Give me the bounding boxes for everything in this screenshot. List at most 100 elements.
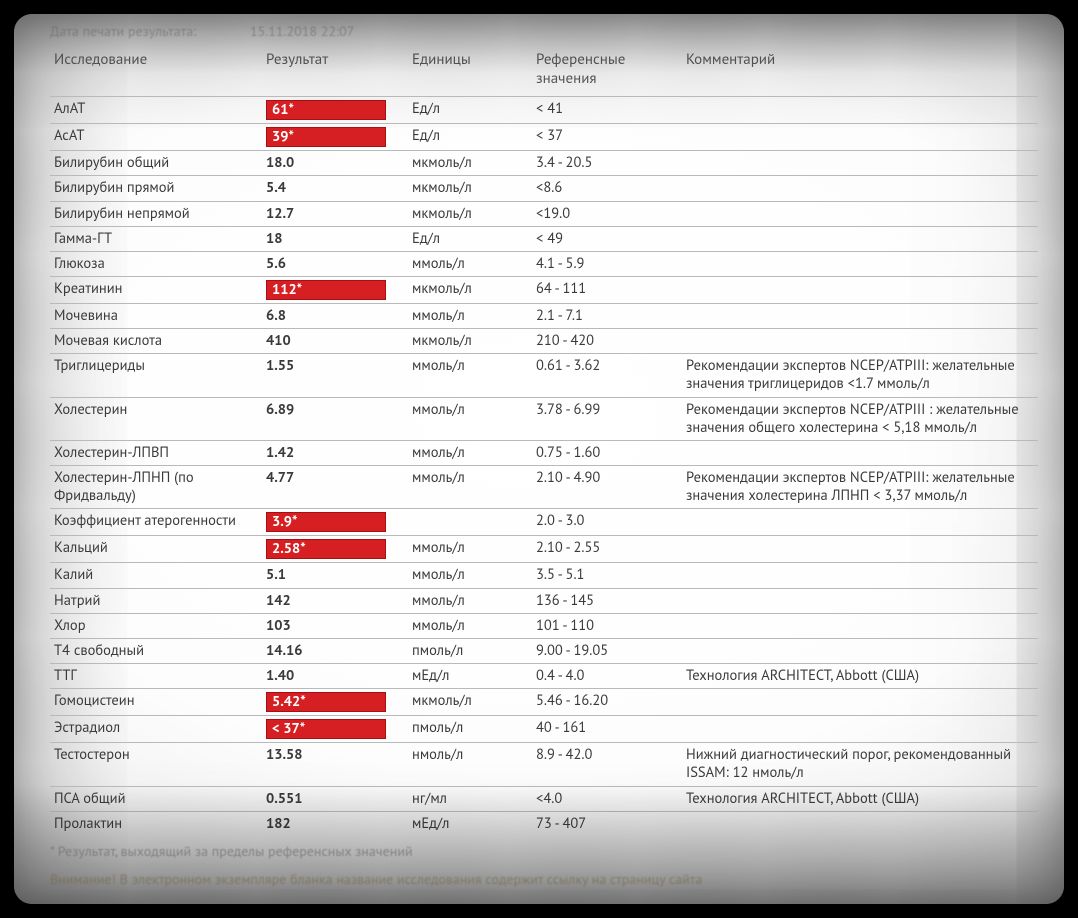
test-name: Натрий [50, 588, 262, 613]
test-comment [682, 588, 1038, 613]
footnote-warning: Внимание! В электронном экземпляре бланк… [50, 870, 1038, 888]
table-row: Гомоцистеин5.42* мкмоль/л5.46 - 16.20 [50, 689, 1038, 716]
test-reference: 3.5 - 5.1 [532, 563, 682, 588]
test-comment [682, 440, 1038, 465]
test-units: мкмоль/л [408, 201, 532, 226]
table-row: Мочевая кислота410мкмоль/л210 - 420 [50, 329, 1038, 354]
test-units: мкмоль/л [408, 276, 532, 303]
test-name: Холестерин [50, 397, 262, 440]
test-units: ммоль/л [408, 588, 532, 613]
test-units: ммоль/л [408, 251, 532, 276]
test-units: мкмоль/л [408, 689, 532, 716]
test-comment [682, 304, 1038, 329]
test-result: 5.6 [262, 251, 408, 276]
table-row: Глюкоза5.6ммоль/л4.1 - 5.9 [50, 251, 1038, 276]
test-comment [682, 563, 1038, 588]
test-result: 61* [262, 97, 408, 124]
test-result: 39* [262, 124, 408, 151]
test-name: Калий [50, 563, 262, 588]
out-of-range-badge: 61* [266, 100, 386, 120]
test-result: 4.77 [262, 465, 408, 508]
test-name: Билирубин непрямой [50, 201, 262, 226]
test-reference: 2.10 - 2.55 [532, 536, 682, 563]
table-row: Коэффициент атерогенности3.9*2.0 - 3.0 [50, 509, 1038, 536]
test-reference: < 41 [532, 97, 682, 124]
table-row: Гамма-ГТ18Ед/л< 49 [50, 226, 1038, 251]
test-reference: 136 - 145 [532, 588, 682, 613]
table-row: Эстрадиол< 37*пмоль/л40 - 161 [50, 716, 1038, 743]
test-reference: 73 - 407 [532, 811, 682, 836]
test-comment [682, 201, 1038, 226]
out-of-range-badge: 112* [266, 280, 386, 300]
test-comment [682, 151, 1038, 176]
test-reference: 2.1 - 7.1 [532, 304, 682, 329]
test-name: Гомоцистеин [50, 689, 262, 716]
test-comment [682, 689, 1038, 716]
test-result: < 37* [262, 716, 408, 743]
test-units [408, 509, 532, 536]
test-reference: <19.0 [532, 201, 682, 226]
test-comment [682, 613, 1038, 638]
test-units: нмоль/л [408, 743, 532, 786]
table-row: Мочевина6.8ммоль/л2.1 - 7.1 [50, 304, 1038, 329]
table-row: Калий5.1ммоль/л3.5 - 5.1 [50, 563, 1038, 588]
test-units: Ед/л [408, 226, 532, 251]
test-reference: 0.75 - 1.60 [532, 440, 682, 465]
test-comment: Рекомендации экспертов NCEP/ATPIII: жела… [682, 465, 1038, 508]
test-name: Т4 свободный [50, 638, 262, 663]
table-row: Т4 свободный14.16пмоль/л9.00 - 19.05 [50, 638, 1038, 663]
table-row: Натрий142ммоль/л136 - 145 [50, 588, 1038, 613]
test-name: Тестостерон [50, 743, 262, 786]
test-result: 0.551 [262, 786, 408, 811]
test-units: ммоль/л [408, 354, 532, 397]
table-row: ПСА общий0.551нг/мл<4.0Технология ARCHIT… [50, 786, 1038, 811]
test-units: мЕд/л [408, 811, 532, 836]
test-units: Ед/л [408, 97, 532, 124]
table-row: Хлор103ммоль/л101 - 110 [50, 613, 1038, 638]
table-row: Тестостерон13.58нмоль/л8.9 - 42.0Нижний … [50, 743, 1038, 786]
test-reference: 5.46 - 16.20 [532, 689, 682, 716]
test-comment: Нижний диагностический порог, рекомендов… [682, 743, 1038, 786]
table-row: Триглицериды1.55ммоль/л0.61 - 3.62Рекоме… [50, 354, 1038, 397]
test-reference: < 49 [532, 226, 682, 251]
test-reference: < 37 [532, 124, 682, 151]
test-name: Кальций [50, 536, 262, 563]
test-name: Триглицериды [50, 354, 262, 397]
test-result: 2.58* [262, 536, 408, 563]
test-comment [682, 509, 1038, 536]
test-units: ммоль/л [408, 465, 532, 508]
test-result: 103 [262, 613, 408, 638]
table-row: Кальций2.58*ммоль/л2.10 - 2.55 [50, 536, 1038, 563]
out-of-range-badge: 5.42* [266, 692, 386, 712]
test-name: АсАТ [50, 124, 262, 151]
test-name: ТТГ [50, 663, 262, 688]
col-ref: Референсные значения [532, 44, 682, 97]
test-name: Гамма-ГТ [50, 226, 262, 251]
test-units: пмоль/л [408, 716, 532, 743]
test-reference: 0.4 - 4.0 [532, 663, 682, 688]
col-name: Исследование [50, 44, 262, 97]
test-units: Ед/л [408, 124, 532, 151]
test-reference: 64 - 111 [532, 276, 682, 303]
test-comment [682, 329, 1038, 354]
test-comment [682, 638, 1038, 663]
test-result: 1.42 [262, 440, 408, 465]
lab-results-table: Исследование Результат Единицы Референсн… [50, 44, 1038, 836]
test-result: 18.0 [262, 151, 408, 176]
table-row: Креатинин112*мкмоль/л64 - 111 [50, 276, 1038, 303]
test-result: 410 [262, 329, 408, 354]
test-result: 13.58 [262, 743, 408, 786]
table-row: Билирубин непрямой12.7мкмоль/л<19.0 [50, 201, 1038, 226]
test-name: Мочевая кислота [50, 329, 262, 354]
test-units: ммоль/л [408, 563, 532, 588]
print-date-label: Дата печати результата: [50, 22, 196, 40]
test-comment [682, 251, 1038, 276]
table-row: АлАТ61*Ед/л< 41 [50, 97, 1038, 124]
test-result: 1.55 [262, 354, 408, 397]
test-units: ммоль/л [408, 536, 532, 563]
test-reference: 101 - 110 [532, 613, 682, 638]
test-name: Глюкоза [50, 251, 262, 276]
test-reference: <4.0 [532, 786, 682, 811]
table-row: Холестерин6.89ммоль/л3.78 - 6.99Рекоменд… [50, 397, 1038, 440]
table-header-row: Исследование Результат Единицы Референсн… [50, 44, 1038, 97]
